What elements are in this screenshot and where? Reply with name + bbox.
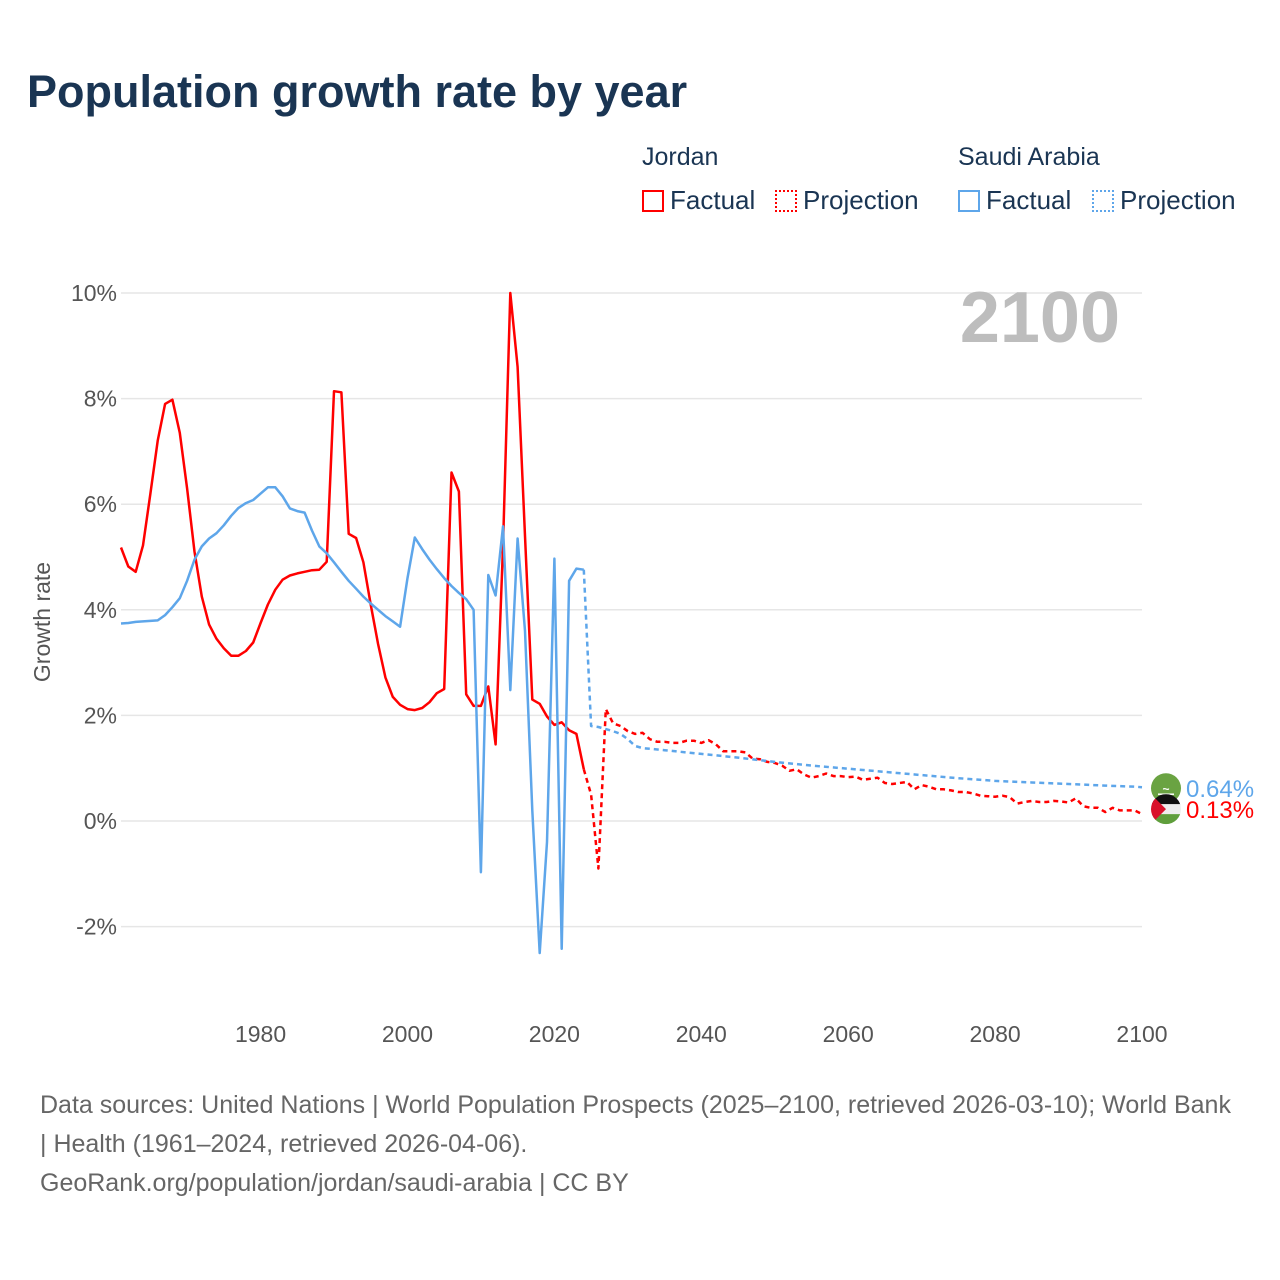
chart-plot: -2% 0% 2% 4% 6% 8% 10% 1980 2000 2020 2040 2060 2080…	[29, 278, 1254, 1047]
y-tick-label: 2%	[84, 702, 117, 728]
legend-jordan-heading: Jordan	[642, 143, 719, 171]
legend-swatch-solid	[958, 189, 980, 212]
legend-saudi-projection[interactable]: Projection	[1092, 185, 1236, 216]
y-tick-label: 6%	[84, 491, 117, 517]
x-tick-label: 2040	[676, 1021, 727, 1047]
end-label-saudi-arabia: 0.64%	[1186, 776, 1254, 803]
legend-saudi-factual[interactable]: Factual	[958, 185, 1071, 216]
legend-jordan-projection[interactable]: Projection	[775, 185, 919, 216]
x-tick-label: 2020	[529, 1021, 580, 1047]
legend-swatch-dotted	[775, 189, 797, 212]
series-line-saudi-arabia-factual	[120, 486, 584, 955]
x-tick-label: 1980	[235, 1021, 286, 1047]
series-line-saudi-arabia-projection	[582, 569, 1143, 789]
end-label-jordan: 0.13%	[1186, 797, 1254, 824]
x-tick-label: 2080	[970, 1021, 1021, 1047]
chart-title: Population growth rate by year	[27, 66, 688, 117]
data-sources-text: Data sources: United Nations | World Pop…	[40, 1091, 1231, 1158]
x-tick-label: 2000	[382, 1021, 433, 1047]
y-tick-label: 4%	[84, 597, 117, 623]
saudi-flag-script: ~	[1162, 782, 1169, 796]
legend-label: Factual	[986, 185, 1072, 215]
source-link[interactable]: GeoRank.org/population/jordan/saudi-arab…	[40, 1169, 629, 1197]
y-tick-label: 10%	[71, 280, 117, 306]
series-line-jordan-projection	[582, 707, 1143, 870]
jordan-flag-icon	[1151, 794, 1181, 825]
legend-jordan-factual[interactable]: Factual	[642, 185, 755, 216]
y-tick-label: -2%	[76, 914, 117, 940]
legend-saudi-heading: Saudi Arabia	[958, 143, 1100, 171]
x-tick-label: 2100	[1116, 1021, 1167, 1047]
series-line-jordan-factual	[119, 291, 586, 770]
footer: Data sources: United Nations | World Pop…	[40, 1086, 1240, 1203]
y-tick-label: 0%	[84, 808, 117, 834]
saudi-arabia-flag-icon	[1151, 773, 1181, 804]
y-tick-label: 8%	[84, 386, 117, 412]
legend-label: Projection	[803, 185, 919, 215]
x-tick-label: 2060	[823, 1021, 874, 1047]
year-display: 2100	[960, 278, 1120, 358]
legend-swatch-dotted	[1092, 189, 1114, 212]
legend-label: Projection	[1120, 185, 1236, 215]
legend-label: Factual	[670, 185, 756, 215]
legend-swatch-solid	[642, 189, 664, 212]
y-axis-label: Growth rate	[29, 562, 55, 682]
